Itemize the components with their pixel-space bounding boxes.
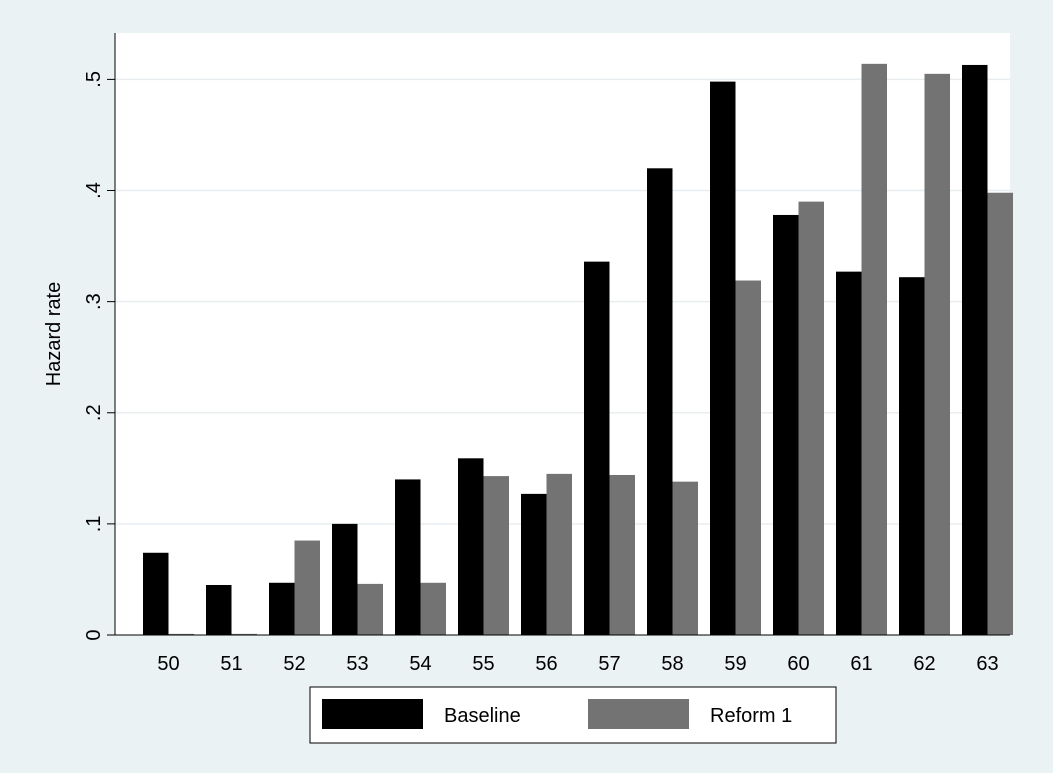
bar-reform-1-51 — [231, 633, 257, 635]
bar-reform-1-53 — [357, 583, 383, 635]
bar-reform-1-52 — [294, 540, 320, 635]
y-tick-label: .4 — [83, 182, 105, 199]
bar-reform-1-58 — [672, 481, 698, 635]
legend-label-reform-1: Reform 1 — [710, 705, 792, 727]
x-tick-label: 56 — [535, 653, 557, 675]
x-tick-label: 62 — [913, 653, 935, 675]
bars — [143, 63, 1013, 636]
bar-baseline-63 — [962, 64, 988, 636]
bar-baseline-51 — [206, 584, 232, 635]
x-tick-label: 50 — [157, 653, 179, 675]
x-tick-label: 51 — [220, 653, 242, 675]
bar-reform-1-59 — [735, 280, 761, 635]
x-tick-label: 60 — [787, 653, 809, 675]
bar-baseline-62 — [899, 277, 925, 635]
x-tick-label: 59 — [724, 653, 746, 675]
bar-reform-1-56 — [546, 473, 572, 635]
bar-baseline-54 — [395, 479, 421, 635]
x-tick-label: 53 — [346, 653, 368, 675]
bar-baseline-59 — [710, 81, 736, 636]
bar-reform-1-63 — [987, 192, 1013, 635]
bar-reform-1-54 — [420, 582, 446, 635]
bar-reform-1-57 — [609, 474, 635, 635]
bar-baseline-52 — [269, 582, 295, 635]
bar-reform-1-60 — [798, 201, 824, 636]
x-axis-ticks: 50 51 52 53 54 55 56 57 58 59 60 61 62 63 — [157, 653, 998, 675]
bar-reform-1-62 — [924, 73, 950, 636]
y-tick-label: .1 — [83, 516, 105, 533]
x-tick-label: 57 — [598, 653, 620, 675]
bar-baseline-58 — [647, 168, 673, 635]
legend-swatch-baseline — [322, 699, 423, 729]
bar-reform-1-55 — [483, 476, 509, 635]
y-tick-label: .3 — [83, 293, 105, 310]
bar-baseline-61 — [836, 271, 862, 635]
y-axis-ticks: 0 .1 .2 .3 .4 .5 — [83, 71, 115, 641]
x-tick-label: 61 — [850, 653, 872, 675]
y-tick-label: .2 — [83, 404, 105, 421]
bar-baseline-60 — [773, 214, 799, 635]
y-axis-title: Hazard rate — [43, 282, 65, 387]
bar-baseline-57 — [584, 261, 610, 635]
y-tick-label: .5 — [83, 71, 105, 88]
legend-label-baseline: Baseline — [444, 705, 521, 727]
bar-baseline-50 — [143, 552, 169, 635]
bar-reform-1-61 — [861, 63, 887, 636]
x-tick-label: 55 — [472, 653, 494, 675]
x-tick-label: 58 — [661, 653, 683, 675]
legend-swatch-reform-1 — [588, 699, 689, 729]
bar-baseline-56 — [521, 493, 547, 635]
bar-reform-1-50 — [168, 633, 194, 635]
legend: Baseline Reform 1 — [309, 686, 837, 744]
bar-baseline-53 — [332, 523, 358, 635]
x-tick-label: 52 — [283, 653, 305, 675]
bar-baseline-55 — [458, 458, 484, 635]
x-tick-label: 54 — [409, 653, 431, 675]
y-tick-label: 0 — [83, 629, 105, 640]
x-tick-label: 63 — [976, 653, 998, 675]
